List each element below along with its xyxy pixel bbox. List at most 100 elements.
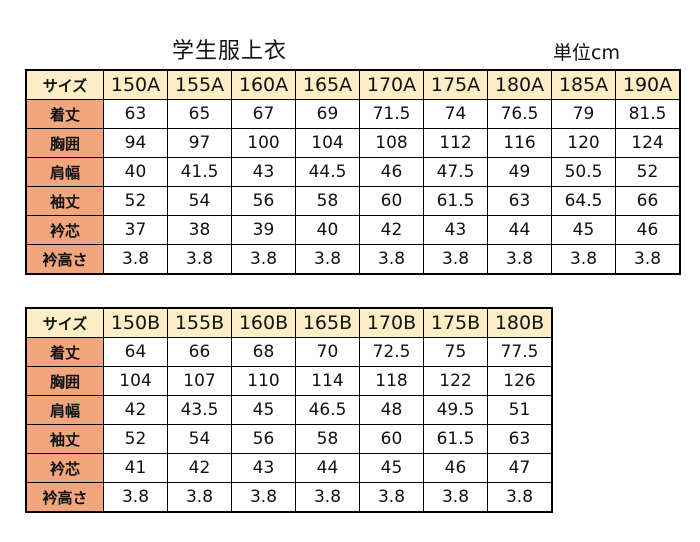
table-row: 胸囲 104 107 110 114 118 122 126	[25, 366, 553, 396]
table-row: 袖丈 52 54 56 58 60 61.5 63 64.5 66	[25, 186, 681, 216]
table-cell: 112	[423, 128, 488, 158]
table-cell: 52	[615, 157, 681, 187]
table-cell: 81.5	[615, 99, 681, 129]
table-row: 肩幅 40 41.5 43 44.5 46 47.5 49 50.5 52	[25, 157, 681, 187]
table-cell: 70	[295, 337, 360, 367]
size-header-cell: 155A	[167, 69, 232, 100]
table-cell: 52	[103, 186, 168, 216]
table-cell: 37	[103, 215, 168, 245]
table-cell: 54	[167, 186, 232, 216]
table-row: 袖丈 52 54 56 58 60 61.5 63	[25, 424, 553, 454]
size-header-cell: 150A	[103, 69, 168, 100]
table-cell: 52	[103, 424, 168, 454]
size-corner-label: サイズ	[25, 307, 104, 338]
table-cell: 40	[295, 215, 360, 245]
table-cell: 3.8	[295, 482, 360, 513]
size-header-cell: 185A	[551, 69, 616, 100]
table-cell: 124	[615, 128, 681, 158]
size-header-cell: 175A	[423, 69, 488, 100]
table-cell: 3.8	[103, 482, 168, 513]
table-row: 衿高さ 3.8 3.8 3.8 3.8 3.8 3.8 3.8 3.8 3.8	[25, 244, 681, 275]
size-header-row: サイズ 150B 155B 160B 165B 170B 175B 180B	[25, 307, 553, 338]
size-header-cell: 160B	[231, 307, 296, 338]
table-cell: 42	[103, 395, 168, 425]
size-header-cell: 155B	[167, 307, 232, 338]
page-title: 学生服上衣	[172, 39, 288, 64]
size-header-cell: 150B	[103, 307, 168, 338]
table-cell: 3.8	[167, 482, 232, 513]
table-cell: 68	[231, 337, 296, 367]
table-cell: 76.5	[487, 99, 552, 129]
table-cell: 50.5	[551, 157, 616, 187]
table-cell: 72.5	[359, 337, 424, 367]
size-header-cell: 160A	[231, 69, 296, 100]
table-cell: 3.8	[295, 244, 360, 275]
table-cell: 41.5	[167, 157, 232, 187]
table-cell: 3.8	[615, 244, 681, 275]
table-cell: 67	[231, 99, 296, 129]
row-label: 肩幅	[25, 157, 104, 187]
table-cell: 3.8	[359, 244, 424, 275]
table-cell: 69	[295, 99, 360, 129]
table-cell: 3.8	[423, 244, 488, 275]
table-cell: 66	[615, 186, 681, 216]
table-cell: 3.8	[423, 482, 488, 513]
size-header-cell: 170B	[359, 307, 424, 338]
table-cell: 3.8	[551, 244, 616, 275]
table-cell: 3.8	[359, 482, 424, 513]
table-cell: 107	[167, 366, 232, 396]
table-cell: 39	[231, 215, 296, 245]
table-cell: 60	[359, 186, 424, 216]
table-cell: 77.5	[487, 337, 553, 367]
table-cell: 43	[231, 453, 296, 483]
row-label: 胸囲	[25, 128, 104, 158]
row-label: 胸囲	[25, 366, 104, 396]
size-header-cell: 180A	[487, 69, 552, 100]
table-cell: 43	[231, 157, 296, 187]
size-header-cell: 165A	[295, 69, 360, 100]
table-cell: 45	[359, 453, 424, 483]
table-row: 着丈 64 66 68 70 72.5 75 77.5	[25, 337, 553, 367]
table-cell: 64.5	[551, 186, 616, 216]
table-cell: 100	[231, 128, 296, 158]
table-row: 肩幅 42 43.5 45 46.5 48 49.5 51	[25, 395, 553, 425]
table-cell: 46	[423, 453, 488, 483]
table-cell: 54	[167, 424, 232, 454]
table-cell: 46	[359, 157, 424, 187]
table-cell: 44	[295, 453, 360, 483]
row-label: 着丈	[25, 99, 104, 129]
table-cell: 118	[359, 366, 424, 396]
size-header-cell: 175B	[423, 307, 488, 338]
table-cell: 47	[487, 453, 553, 483]
table-cell: 44.5	[295, 157, 360, 187]
size-table-b: サイズ 150B 155B 160B 165B 170B 175B 180B 着…	[25, 307, 553, 513]
table-cell: 63	[487, 424, 553, 454]
table-row: 衿高さ 3.8 3.8 3.8 3.8 3.8 3.8 3.8	[25, 482, 553, 513]
row-label: 衿芯	[25, 453, 104, 483]
table-cell: 97	[167, 128, 232, 158]
table-cell: 108	[359, 128, 424, 158]
table-cell: 42	[167, 453, 232, 483]
table-cell: 3.8	[231, 482, 296, 513]
table-cell: 45	[231, 395, 296, 425]
table-cell: 104	[295, 128, 360, 158]
table-cell: 46	[615, 215, 681, 245]
table-cell: 60	[359, 424, 424, 454]
table-cell: 49.5	[423, 395, 488, 425]
table-cell: 120	[551, 128, 616, 158]
table-cell: 71.5	[359, 99, 424, 129]
row-label: 袖丈	[25, 186, 104, 216]
table-cell: 3.8	[487, 482, 553, 513]
size-header-cell: 190A	[615, 69, 681, 100]
size-header-cell: 180B	[487, 307, 553, 338]
table-row: 着丈 63 65 67 69 71.5 74 76.5 79 81.5	[25, 99, 681, 129]
row-label: 衿高さ	[25, 482, 104, 513]
table-cell: 122	[423, 366, 488, 396]
table-row: 胸囲 94 97 100 104 108 112 116 120 124	[25, 128, 681, 158]
size-table-a: サイズ 150A 155A 160A 165A 170A 175A 180A 1…	[25, 69, 681, 275]
table-cell: 64	[103, 337, 168, 367]
table-cell: 58	[295, 424, 360, 454]
table-cell: 3.8	[167, 244, 232, 275]
table-cell: 46.5	[295, 395, 360, 425]
table-cell: 63	[487, 186, 552, 216]
